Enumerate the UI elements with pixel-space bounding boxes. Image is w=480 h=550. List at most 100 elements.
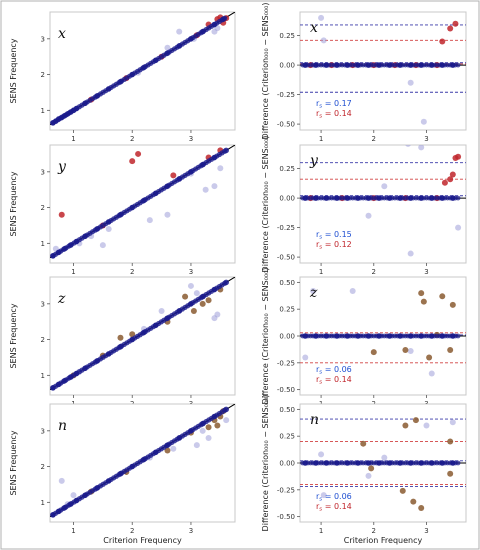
data-point: [349, 287, 356, 294]
data-point: [426, 354, 433, 361]
data-point: [407, 79, 414, 86]
data-point: [222, 407, 228, 413]
panel-z-left: 123123z: [41, 276, 236, 408]
data-point: [222, 280, 228, 286]
data-point: [407, 250, 414, 257]
data-point: [420, 118, 427, 125]
y-tick-label: 0.00: [279, 195, 295, 203]
plot-area: [300, 287, 466, 377]
variable-label: n: [58, 418, 67, 434]
x-tick-label: 2: [372, 135, 376, 143]
data-point: [441, 179, 448, 186]
data-point: [381, 454, 388, 461]
x-tick-label: 1: [319, 268, 323, 276]
y-tick-label: 0.25: [279, 306, 295, 314]
data-point: [439, 293, 446, 300]
data-point: [381, 183, 388, 190]
data-point: [449, 171, 456, 178]
y-tick-label: -0.25: [277, 91, 295, 99]
correlation-annotation: rs = 0.06: [316, 492, 352, 503]
data-point: [205, 434, 212, 441]
y-tick-label: 0.50: [279, 279, 295, 287]
data-point: [310, 287, 317, 294]
data-point: [164, 44, 171, 51]
data-point: [447, 470, 454, 477]
data-point: [412, 417, 419, 424]
data-point: [202, 186, 209, 193]
data-point: [455, 62, 461, 68]
data-point: [193, 442, 200, 449]
right-y-axis-label: Difference (Criterion₀₀₀ − SENS₀₀₀): [261, 395, 270, 532]
data-point: [170, 445, 177, 452]
data-point: [223, 417, 230, 424]
data-point: [447, 438, 454, 445]
y-tick-label: 0.50: [279, 406, 295, 414]
data-point: [318, 14, 325, 21]
plot-area: [300, 14, 466, 125]
x-tick-label: 2: [372, 527, 376, 535]
data-point: [135, 150, 142, 157]
data-point: [182, 293, 189, 300]
x-tick-label: 1: [71, 135, 75, 143]
data-point: [320, 37, 327, 44]
right-x-axis-label: Criterion Frequency: [344, 536, 423, 545]
right-y-axis-label: Difference (Criterion₀₀₀ − SENS₀₀₀): [261, 3, 270, 140]
y-tick-label: 3: [41, 168, 45, 176]
panel-y-left: 1 2 3 1 2 3 y: [41, 144, 236, 276]
data-point: [214, 311, 221, 318]
y-tick-label: -0.50: [277, 386, 295, 394]
correlation-annotation: rs = 0.14: [316, 502, 352, 513]
variable-label: n: [310, 412, 319, 428]
correlation-annotation: rs = 0.17: [316, 99, 352, 110]
data-point: [418, 290, 425, 297]
panel-frame: [299, 144, 467, 264]
panel-frame: [299, 11, 467, 131]
y-tick-label: 3: [41, 300, 45, 308]
y-tick-label: 2: [41, 463, 45, 471]
data-point: [164, 211, 171, 218]
left-y-axis-label: SENS Frequency: [9, 430, 18, 495]
data-point: [455, 195, 461, 201]
plot-area: [300, 145, 466, 257]
data-point: [402, 346, 409, 353]
y-tick-label: -0.25: [277, 359, 295, 367]
data-point: [365, 472, 372, 479]
data-point: [187, 282, 194, 289]
data-point: [158, 307, 165, 314]
y-tick-label: 1: [41, 372, 45, 380]
data-point: [199, 427, 206, 434]
x-tick-label: 3: [189, 135, 193, 143]
x-tick-label: 2: [372, 268, 376, 276]
data-point: [214, 422, 221, 429]
data-point: [320, 492, 327, 499]
data-point: [447, 346, 454, 353]
data-point: [370, 349, 377, 356]
x-tick-label: 3: [424, 135, 428, 143]
data-point: [199, 300, 206, 307]
data-point: [455, 333, 461, 339]
data-point: [99, 242, 106, 249]
data-point: [410, 498, 417, 505]
y-tick-label: 0.25: [279, 32, 295, 40]
y-tick-label: 0.00: [279, 62, 295, 70]
data-point: [447, 176, 454, 183]
data-point: [455, 224, 462, 231]
y-tick-label: -0.50: [277, 254, 295, 262]
variable-label: y: [57, 159, 67, 175]
data-point: [365, 212, 372, 219]
data-point: [402, 422, 409, 429]
y-tick-label: -0.25: [277, 486, 295, 494]
panel-n-left: 1 2 3 1 2 3 n: [41, 403, 236, 535]
x-tick-label: 3: [189, 268, 193, 276]
y-tick-label: 1: [41, 240, 45, 248]
data-point: [418, 145, 425, 151]
left-y-axis-label-row1: SENS Frequency: [9, 38, 18, 103]
x-tick-label: 2: [130, 135, 134, 143]
x-tick-label: 3: [424, 527, 428, 535]
